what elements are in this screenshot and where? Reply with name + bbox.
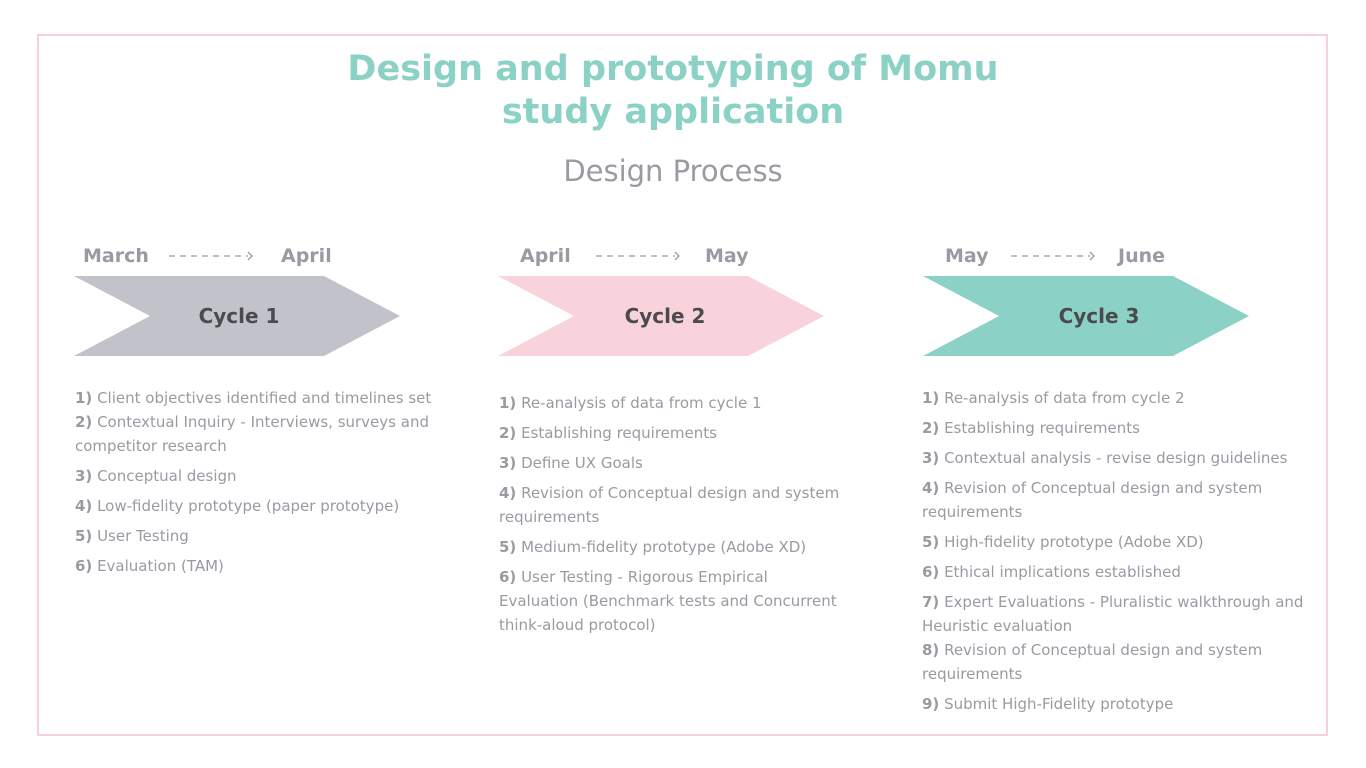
cycle-1-end-month: April xyxy=(281,245,332,267)
list-item: 6) Ethical implications established xyxy=(922,563,1181,581)
cycle-1-steps: 1) Client objectives identified and time… xyxy=(75,386,435,584)
list-item: 4) Revision of Conceptual design and sys… xyxy=(499,484,840,526)
list-item: 2) Establishing requirements xyxy=(922,419,1140,437)
cycle-2-end-month: May xyxy=(705,245,749,267)
list-item: 4) Revision of Conceptual design and sys… xyxy=(922,479,1263,521)
cycle-2-start-month: April xyxy=(520,245,571,267)
cycle-2-label: Cycle 2 xyxy=(624,304,706,328)
list-item: 2) Establishing requirements xyxy=(499,424,717,442)
list-item: 7) Expert Evaluations - Pluralistic walk… xyxy=(922,593,1304,635)
dashed-arrow-icon xyxy=(1011,251,1095,261)
slide-border xyxy=(37,34,1328,736)
list-item: 1) Re-analysis of data from cycle 1 xyxy=(499,394,762,412)
list-item: 1) Client objectives identified and time… xyxy=(75,389,432,407)
dashed-arrow-icon xyxy=(169,251,253,261)
title-line-1: Design and prototyping of Momu xyxy=(347,49,999,89)
list-item: 8) Revision of Conceptual design and sys… xyxy=(922,641,1263,683)
cycle-2-chevron xyxy=(498,276,824,356)
dashed-arrow-icon xyxy=(596,251,680,261)
page-subtitle: Design Process xyxy=(563,154,783,188)
cycle-1-chevron xyxy=(74,276,400,356)
list-item: 5) User Testing xyxy=(75,527,189,545)
list-item: 5) High-fidelity prototype (Adobe XD) xyxy=(922,533,1204,551)
list-item: 3) Define UX Goals xyxy=(499,454,643,472)
list-item: 3) Conceptual design xyxy=(75,467,237,485)
cycle-2-steps: 1) Re-analysis of data from cycle 1 2) E… xyxy=(499,391,844,643)
page-title: Design and prototyping of Momu study app… xyxy=(0,48,1346,134)
list-item: 6) Evaluation (TAM) xyxy=(75,557,224,575)
cycle-3-label: Cycle 3 xyxy=(1058,304,1140,328)
cycle-3-chevron xyxy=(923,276,1249,356)
cycle-1-start-month: March xyxy=(83,245,149,267)
list-item: 6) User Testing - Rigorous Empirical Eva… xyxy=(499,568,837,634)
cycle-1-label: Cycle 1 xyxy=(198,304,280,328)
cycle-3-start-month: May xyxy=(945,245,989,267)
list-item: 2) Contextual Inquiry - Interviews, surv… xyxy=(75,413,429,455)
cycle-3-steps: 1) Re-analysis of data from cycle 2 2) E… xyxy=(922,386,1307,722)
cycle-3-end-month: June xyxy=(1118,245,1166,267)
list-item: 1) Re-analysis of data from cycle 2 xyxy=(922,389,1185,407)
list-item: 3) Contextual analysis - revise design g… xyxy=(922,449,1288,467)
list-item: 4) Low-fidelity prototype (paper prototy… xyxy=(75,497,400,515)
list-item: 9) Submit High-Fidelity prototype xyxy=(922,695,1174,713)
list-item: 5) Medium-fidelity prototype (Adobe XD) xyxy=(499,538,807,556)
title-line-2: study application xyxy=(501,92,845,132)
